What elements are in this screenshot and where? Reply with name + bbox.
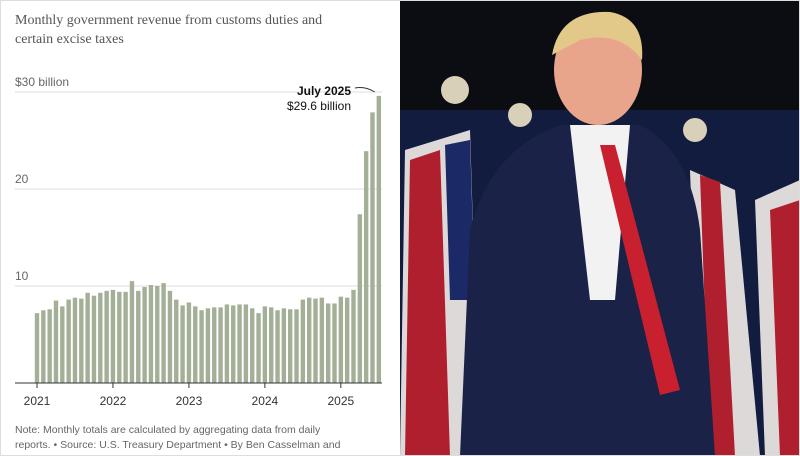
subtitle: Monthly government revenue from customs …	[15, 13, 322, 28]
bar	[212, 307, 217, 383]
chart: Monthly government revenue from customs …	[15, 13, 382, 451]
y-tick-label: $30 billion	[15, 75, 69, 89]
x-tick-label: 2024	[252, 394, 279, 408]
bar	[256, 313, 261, 383]
bar	[110, 289, 116, 383]
bar	[231, 305, 236, 383]
bar	[142, 286, 147, 383]
y-tick-label: 10	[15, 269, 29, 283]
bar	[218, 307, 223, 383]
bar	[47, 309, 52, 383]
bar	[41, 310, 46, 383]
x-tick-label: 2025	[327, 394, 354, 408]
x-tick-label: 2021	[24, 394, 51, 408]
annotation-arrow	[354, 87, 376, 93]
bar	[205, 308, 211, 383]
bar	[60, 306, 65, 383]
bar	[313, 298, 318, 383]
x-tick-label: 2023	[176, 394, 203, 408]
bar	[288, 309, 293, 383]
bar	[79, 298, 84, 383]
bar	[117, 291, 122, 383]
bar	[91, 295, 97, 383]
bar	[180, 305, 185, 383]
bar	[294, 309, 299, 383]
bar	[174, 299, 179, 383]
bar	[72, 297, 78, 383]
bar	[66, 299, 71, 383]
bar	[370, 112, 375, 384]
bar	[243, 304, 249, 383]
bar	[167, 290, 173, 383]
bar	[363, 151, 369, 383]
annotation-value: $29.6 billion	[287, 99, 351, 113]
bar	[186, 302, 192, 383]
bar	[129, 281, 135, 383]
bar	[325, 303, 331, 383]
bar	[351, 289, 356, 383]
y-tick-label: 20	[15, 172, 29, 186]
bar	[193, 306, 198, 383]
bar	[85, 292, 90, 383]
bar	[34, 313, 40, 383]
note: Note: Monthly totals are calculated by a…	[15, 424, 321, 436]
bar	[53, 300, 59, 383]
note: reports. • Source: U.S. Treasury Departm…	[15, 439, 341, 451]
bar	[123, 291, 128, 383]
photo	[400, 0, 800, 456]
bar	[148, 285, 154, 383]
bar	[224, 304, 230, 383]
bar	[275, 310, 280, 383]
bar	[269, 307, 274, 383]
bar	[136, 290, 141, 383]
bar	[155, 286, 160, 383]
subtitle: certain excise taxes	[15, 32, 124, 47]
bar	[357, 214, 363, 383]
bar	[161, 283, 166, 383]
bar	[332, 303, 337, 383]
chart-panel	[0, 0, 400, 456]
bar	[262, 306, 268, 383]
bar	[344, 297, 350, 383]
bar	[306, 297, 312, 383]
bar	[98, 292, 103, 383]
annotation-label: July 2025	[297, 84, 351, 98]
bar	[338, 296, 344, 383]
bar	[199, 310, 204, 383]
bar	[281, 308, 287, 383]
bar	[250, 308, 255, 383]
x-tick-label: 2022	[100, 394, 127, 408]
bar	[376, 95, 382, 383]
bar	[300, 299, 306, 383]
bar	[104, 290, 109, 383]
bar	[237, 304, 242, 383]
bar	[319, 297, 325, 383]
